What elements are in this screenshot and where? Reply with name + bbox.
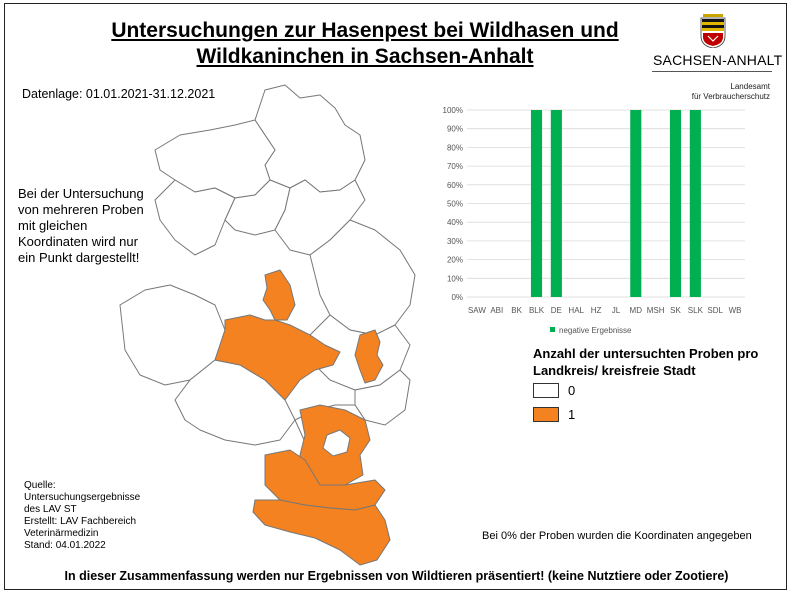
source-line: des LAV ST	[24, 504, 77, 515]
map-legend-label-0: 0	[568, 383, 576, 398]
note-line: mit gleichen	[18, 218, 88, 233]
note-line: ein Punkt dargestellt!	[18, 250, 140, 265]
x-tick-label: MD	[630, 306, 643, 315]
coat-of-arms-icon	[700, 14, 726, 48]
agency-line-2: für Verbraucherschutz	[691, 92, 770, 101]
state-logo-text: SACHSEN-ANHALT	[653, 52, 783, 68]
title-line-2: Wildkaninchen in Sachsen-Anhalt	[196, 45, 534, 68]
note-line: von mehreren Proben	[18, 202, 144, 217]
source-line: Erstellt: LAV Fachbereich	[24, 516, 137, 527]
bar-blk	[530, 110, 543, 297]
coordinates-note: Bei 0% der Proben wurden die Koordinaten…	[482, 530, 752, 542]
x-tick-label: JL	[612, 306, 621, 315]
y-tick-label: 60%	[447, 181, 463, 190]
map-district-bk	[154, 179, 236, 256]
y-tick-label: 90%	[447, 125, 463, 134]
map-district-burgenland-highlight	[252, 499, 391, 566]
date-range: Datenlage: 01.01.2021-31.12.2021	[22, 87, 216, 101]
legend-label: negative Ergebnisse	[559, 326, 632, 335]
map-district-de-highlight	[354, 329, 384, 384]
map-legend-swatch-1	[533, 407, 559, 422]
y-tick-label: 80%	[447, 143, 463, 152]
source-line: Untersuchungsergebnisse	[24, 492, 141, 503]
source-line: Quelle:	[24, 480, 56, 491]
x-tick-label: MSH	[647, 306, 665, 315]
x-tick-label: SLK	[688, 306, 704, 315]
source-line: Veterinärmedizin	[24, 528, 99, 539]
map-district-saw	[254, 84, 366, 193]
map-legend-title: Anzahl der untersuchten Proben pro Landk…	[533, 345, 783, 379]
x-tick-label: WB	[729, 306, 742, 315]
y-tick-label: 50%	[447, 200, 463, 209]
x-tick-label: SDL	[707, 306, 723, 315]
y-tick-label: 40%	[447, 218, 463, 227]
bar-chart: 0% 10% 20% 30% 40% 50% 60% 70% 80% 90% 100% SAW ABI…	[443, 106, 745, 335]
map-legend-label-1: 1	[568, 407, 576, 422]
agency-line-1: Landesamt	[730, 82, 770, 91]
y-tick-label: 20%	[447, 256, 463, 265]
x-tick-label: HZ	[591, 306, 602, 315]
bar-de	[550, 110, 562, 297]
agency-name: Landesamt für Verbraucherschutz	[660, 82, 770, 102]
bar-md	[630, 110, 642, 297]
map-district-slk-highlight	[214, 314, 341, 401]
note-line: Bei der Untersuchung	[18, 186, 144, 201]
district-map	[119, 84, 416, 566]
x-tick-label: DE	[551, 306, 562, 315]
x-tick-label: SK	[670, 306, 681, 315]
map-legend-title-line-2: Landkreis/ kreisfreie Stadt	[533, 363, 696, 378]
logo-divider	[652, 71, 772, 72]
y-tick-label: 100%	[443, 106, 463, 115]
y-tick-label: 30%	[447, 237, 463, 246]
slide-frame	[4, 3, 787, 590]
y-tick-label: 70%	[447, 162, 463, 171]
note-line: Koordinaten wird nur	[18, 234, 138, 249]
footer-disclaimer: In dieser Zusammenfassung werden nur Erg…	[64, 569, 729, 583]
y-tick-label: 10%	[447, 274, 463, 283]
source-text: Quelle: Untersuchungsergebnisse des LAV …	[24, 480, 154, 552]
x-tick-label: SAW	[468, 306, 486, 315]
y-tick-label: 0%	[451, 293, 463, 302]
x-tick-label: BK	[511, 306, 522, 315]
x-tick-label: ABI	[490, 306, 503, 315]
bar-sk	[669, 110, 682, 297]
legend-swatch	[550, 327, 555, 332]
x-tick-label: HAL	[568, 306, 584, 315]
map-legend-title-line-1: Anzahl der untersuchten Proben pro	[533, 346, 759, 361]
title-line-1: Untersuchungen zur Hasenpest bei Wildhas…	[111, 19, 619, 42]
bar-slk	[689, 110, 701, 297]
map-district-hal	[322, 429, 351, 457]
note-text: Bei der Untersuchung von mehreren Proben…	[18, 186, 178, 266]
x-tick-label: BLK	[529, 306, 545, 315]
map-legend-swatch-0	[533, 383, 559, 398]
source-line: Stand: 04.01.2022	[24, 540, 106, 551]
map-district-md-highlight	[262, 269, 296, 321]
